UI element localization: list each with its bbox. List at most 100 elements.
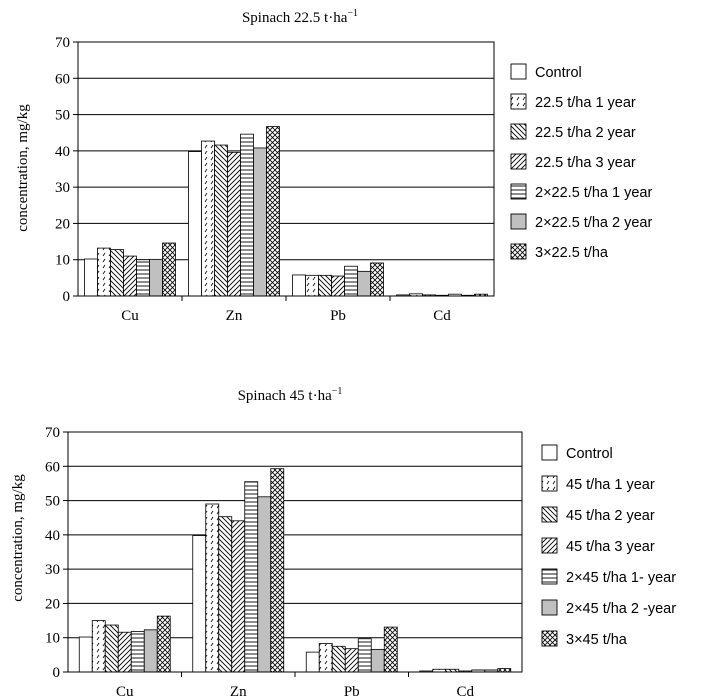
bar-cu-4 <box>130 631 145 673</box>
chart-spinach-45: Spinach 45 t·ha−1 concentration, mg/kg 0… <box>10 386 676 698</box>
plot-frame <box>77 41 495 297</box>
y-tick-label: 60 <box>45 459 60 475</box>
x-tick-label: Cu <box>116 684 134 698</box>
x-tick-label: Cu <box>121 308 139 324</box>
bar-pb-0 <box>305 651 320 673</box>
bar-zn-1 <box>201 140 215 297</box>
y-tick-label: 30 <box>55 180 70 196</box>
y-tick-label: 10 <box>45 631 60 647</box>
chart-spinach-22-5: Spinach 22.5 t·ha−1 concentration, mg/kg… <box>15 8 652 324</box>
bar-zn-6 <box>270 468 285 673</box>
bar-pb-6 <box>383 626 398 673</box>
y-ticks: 0 10 20 30 40 50 60 70 <box>55 35 78 305</box>
y-tick-label: 50 <box>45 494 60 510</box>
x-tick-label: Zn <box>230 684 247 698</box>
legend-swatch <box>510 183 527 200</box>
y-ticks: 0 10 20 30 40 50 60 70 <box>45 425 68 681</box>
x-ticks: Cu Zn Pb Cd <box>121 296 451 324</box>
bar-zn-2 <box>214 144 228 297</box>
legend-swatch <box>541 568 558 585</box>
legend-swatch <box>541 475 558 492</box>
y-axis-label: concentration, mg/kg <box>15 104 31 232</box>
legend-label: 2×45 t/ha 1- year <box>566 570 676 586</box>
plot-frame <box>67 431 523 673</box>
bar-zn-4 <box>240 133 254 297</box>
legend-swatch <box>541 506 558 523</box>
bar-cu-6 <box>162 242 176 297</box>
bar-pb-2 <box>318 274 332 297</box>
bars <box>84 126 488 297</box>
y-tick-label: 40 <box>45 528 60 544</box>
grid <box>78 77 494 261</box>
legend-swatch <box>541 444 558 461</box>
chart-title: Spinach 45 t·ha−1 <box>238 386 343 404</box>
legend-label: 22.5 t/ha 2 year <box>535 125 636 141</box>
bar-cu-2 <box>110 249 124 297</box>
x-tick-label: Pb <box>330 308 346 324</box>
bar-pb-3 <box>344 648 359 673</box>
legend-label: 2×45 t/ha 2 -year <box>566 601 676 617</box>
legend-label: 45 t/ha 2 year <box>566 508 655 524</box>
bar-cu-1 <box>91 620 106 673</box>
y-tick-label: 0 <box>53 665 61 681</box>
bar-zn-3 <box>231 520 246 673</box>
bar-zn-4 <box>244 481 259 673</box>
bar-pb-2 <box>331 645 346 673</box>
legend-swatch <box>510 153 527 170</box>
y-tick-label: 70 <box>45 425 60 441</box>
legend-label: Control <box>566 446 613 462</box>
y-tick-label: 10 <box>55 253 70 269</box>
legend-label: 2×22.5 t/ha 2 year <box>535 215 652 231</box>
legend-label: Control <box>535 65 582 81</box>
x-ticks: Cu Zn Pb Cd <box>116 672 474 698</box>
x-tick-label: Zn <box>226 308 243 324</box>
bar-pb-5 <box>357 270 371 297</box>
bar-zn-3 <box>227 151 241 297</box>
legend-swatch <box>510 243 527 260</box>
bar-cu-5 <box>149 258 163 297</box>
bars <box>78 468 512 673</box>
bar-cu-0 <box>78 636 93 673</box>
bar-cu-6 <box>156 615 171 673</box>
bar-pb-5 <box>370 648 385 673</box>
legend-swatch <box>510 213 527 230</box>
legend-label: 3×22.5 t/ha <box>535 245 609 261</box>
bar-cu-4 <box>136 259 150 297</box>
y-tick-label: 20 <box>45 596 60 612</box>
grid <box>68 465 522 639</box>
bar-zn-6 <box>266 126 280 297</box>
bar-cu-2 <box>104 624 119 673</box>
bar-zn-5 <box>257 496 272 673</box>
legend-label: 3×45 t/ha <box>566 632 628 648</box>
legend-label: 45 t/ha 3 year <box>566 539 655 555</box>
bar-cd-6 <box>497 668 512 673</box>
legend-label: 22.5 t/ha 3 year <box>535 155 636 171</box>
bar-zn-0 <box>188 151 202 297</box>
x-tick-label: Cd <box>456 684 474 698</box>
legend-label: 45 t/ha 1 year <box>566 477 655 493</box>
y-tick-label: 50 <box>55 108 70 124</box>
bar-cu-0 <box>84 258 98 297</box>
bar-pb-4 <box>357 638 372 673</box>
bar-zn-1 <box>205 503 220 673</box>
bar-zn-5 <box>253 147 267 297</box>
bar-zn-0 <box>192 535 207 673</box>
bar-cu-1 <box>97 247 111 297</box>
legend-label: 22.5 t/ha 1 year <box>535 95 636 111</box>
legend-swatch <box>510 123 527 140</box>
y-tick-label: 20 <box>55 216 70 232</box>
y-tick-label: 70 <box>55 35 70 51</box>
bar-pb-1 <box>318 643 333 673</box>
x-tick-label: Pb <box>344 684 360 698</box>
y-tick-label: 0 <box>63 289 71 305</box>
bar-pb-6 <box>370 262 384 297</box>
legend-swatch <box>510 63 527 80</box>
y-axis-label: concentration, mg/kg <box>10 474 26 602</box>
bar-cu-5 <box>143 629 158 673</box>
bar-pb-1 <box>305 274 319 297</box>
bar-zn-2 <box>218 516 233 673</box>
legend: Control 22.5 t/ha 1 year 22.5 t/ha 2 year 2… <box>510 63 652 261</box>
x-tick-label: Cd <box>433 308 451 324</box>
y-tick-label: 60 <box>55 71 70 87</box>
